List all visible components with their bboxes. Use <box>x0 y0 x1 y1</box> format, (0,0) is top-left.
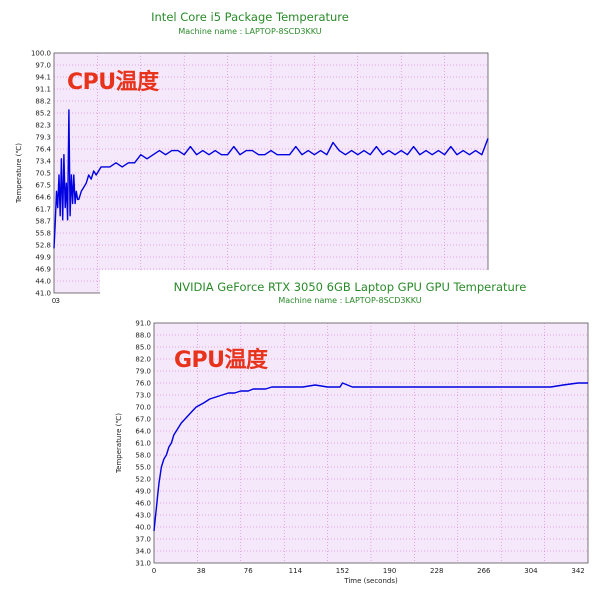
gpu-y-tick: 73.0 <box>135 392 151 400</box>
gpu-chart-svg: 91.0 88.0 85.0 82.0 79.0 76.0 73.0 70.0 67.0 64.0… <box>115 320 589 585</box>
cpu-y-axis-label: Temperature (℃) <box>15 143 23 204</box>
gpu-x-axis-label: Time (seconds) <box>343 577 398 585</box>
cpu-series-line <box>53 109 489 249</box>
cpu-y-tick: 85.2 <box>35 110 51 118</box>
gpu-x-tick: 228 <box>430 567 443 575</box>
gpu-y-tick: 31.0 <box>135 560 151 568</box>
cpu-y-tick: 44.0 <box>35 278 51 286</box>
cpu-y-tick: 58.7 <box>35 218 51 226</box>
gpu-x-tick: 76 <box>244 567 253 575</box>
gpu-y-tick: 46.0 <box>135 500 151 508</box>
cpu-y-tick: 82.3 <box>35 122 51 130</box>
cpu-x-tick: 0 <box>52 297 56 305</box>
cpu-overlay-label: CPU温度 <box>67 70 159 95</box>
cpu-y-tick: 88.2 <box>35 98 51 106</box>
gpu-overlay-label: GPU温度 <box>174 348 268 373</box>
gpu-y-tick: 70.0 <box>135 404 151 412</box>
gpu-y-tick: 61.0 <box>135 440 151 448</box>
cpu-y-tick: 76.4 <box>35 146 51 154</box>
gpu-x-tick: 38 <box>197 567 206 575</box>
gpu-y-tick: 37.0 <box>135 536 151 544</box>
cpu-chart-title: Intel Core i5 Package Temperature <box>151 10 349 24</box>
cpu-y-tick: 49.9 <box>35 254 51 262</box>
gpu-y-tick: 40.0 <box>135 524 151 532</box>
cpu-y-tick: 94.1 <box>35 74 51 82</box>
gpu-x-tick: 342 <box>571 567 584 575</box>
gpu-y-tick: 91.0 <box>135 320 151 328</box>
cpu-y-tick: 41.0 <box>35 290 51 298</box>
gpu-x-tick: 152 <box>336 567 349 575</box>
gpu-y-tick: 43.0 <box>135 512 151 520</box>
gpu-chart-panel: NVIDIA GeForce RTX 3050 6GB Laptop GPU G… <box>100 270 600 610</box>
cpu-x-tick: 3 <box>55 297 59 305</box>
cpu-y-tick: 73.4 <box>35 158 51 166</box>
cpu-chart-subtitle: Machine name : LAPTOP-8SCD3KKU <box>178 27 322 36</box>
gpu-y-tick: 49.0 <box>135 488 151 496</box>
gpu-chart-subtitle: Machine name : LAPTOP-8SCD3KKU <box>278 296 422 305</box>
gpu-y-tick: 34.0 <box>135 548 151 556</box>
cpu-y-tick: 46.9 <box>35 266 51 274</box>
gpu-y-tick: 79.0 <box>135 368 151 376</box>
cpu-y-tick: 97.0 <box>35 62 51 70</box>
gpu-y-tick: 76.0 <box>135 380 151 388</box>
gpu-y-tick: 67.0 <box>135 416 151 424</box>
cpu-chart-panel: Intel Core i5 Package Temperature Machin… <box>0 0 500 330</box>
gpu-x-tick: 190 <box>383 567 396 575</box>
cpu-y-tick: 91.1 <box>35 86 51 94</box>
cpu-y-tick: 61.7 <box>35 206 51 214</box>
gpu-x-tick: 304 <box>524 567 538 575</box>
gpu-x-tick: 266 <box>477 567 491 575</box>
gpu-x-tick: 0 <box>152 567 156 575</box>
gpu-y-tick: 64.0 <box>135 428 151 436</box>
cpu-y-tick: 52.8 <box>35 242 51 250</box>
gpu-y-tick: 52.0 <box>135 476 151 484</box>
cpu-y-tick: 64.6 <box>35 194 51 202</box>
gpu-series-line <box>153 382 588 532</box>
gpu-x-tick: 114 <box>289 567 303 575</box>
gpu-y-tick: 88.0 <box>135 332 151 340</box>
cpu-y-tick: 70.5 <box>35 170 51 178</box>
cpu-y-tick: 55.8 <box>35 230 51 238</box>
gpu-y-tick: 58.0 <box>135 452 151 460</box>
gpu-y-tick: 85.0 <box>135 344 151 352</box>
gpu-y-axis-label: Temperature (℃) <box>115 413 123 474</box>
gpu-y-tick: 82.0 <box>135 356 151 364</box>
cpu-chart-svg: 100.0 97.0 94.1 91.1 88.2 85.2 82.3 79.3 76.4 73.… <box>15 50 489 305</box>
cpu-y-tick: 79.3 <box>35 134 51 142</box>
gpu-chart-title: NVIDIA GeForce RTX 3050 6GB Laptop GPU G… <box>173 280 527 294</box>
gpu-y-tick: 55.0 <box>135 464 151 472</box>
cpu-y-tick: 100.0 <box>31 50 51 58</box>
cpu-y-tick: 67.5 <box>35 182 51 190</box>
